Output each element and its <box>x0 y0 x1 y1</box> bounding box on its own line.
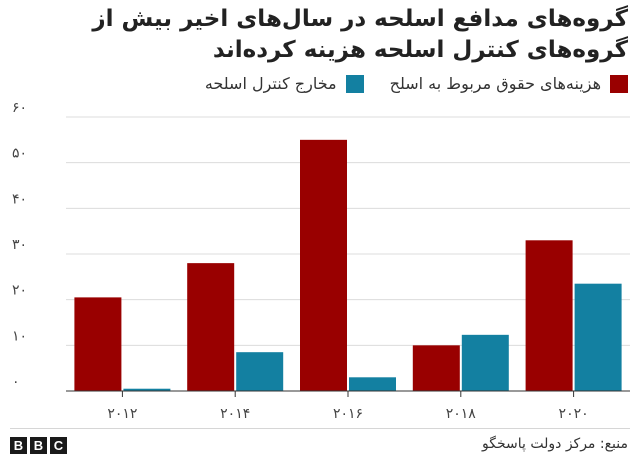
bar-gun-control <box>349 377 396 391</box>
bar-gun-control <box>574 283 622 391</box>
x-tick-label: ۲۰۱۶ <box>333 406 363 422</box>
bar-gun-rights <box>525 240 573 391</box>
y-tick-label: ۵۰ <box>12 146 27 162</box>
chart-legend: هزینه‌های حقوق مربوط به اسلح مخارج کنترل… <box>179 74 628 93</box>
bbc-logo: B B C <box>10 437 70 454</box>
y-tick-label: ۳۰ <box>12 237 27 253</box>
x-tick-label: ۲۰۱۲ <box>107 406 137 422</box>
y-tick-label: ۴۰ <box>12 191 27 207</box>
legend-label-gun-rights: هزینه‌های حقوق مربوط به اسلح <box>389 74 601 93</box>
bbc-logo-letter: C <box>50 437 67 454</box>
bbc-logo-letter: B <box>30 437 47 454</box>
y-tick-label: ۱۰ <box>12 328 27 344</box>
footer-divider <box>10 428 630 429</box>
x-tick-label: ۲۰۲۰ <box>559 406 589 422</box>
bar-gun-control <box>461 334 509 391</box>
legend-item-gun-control: مخارج کنترل اسلحه <box>205 74 364 93</box>
bar-gun-rights <box>187 263 235 391</box>
bar-chart: ۰ ۱۰ ۲۰ ۳۰ ۴۰ ۵۰ ۶۰ ۲۰۱۲ ۲۰۱۴ ۲۰۱۶ ۲۰۱۸ ۲۰۲۰ <box>12 100 630 422</box>
y-tick-label: ۰ <box>12 374 20 390</box>
y-tick-label: ۲۰ <box>12 283 27 299</box>
legend-item-gun-rights: هزینه‌های حقوق مربوط به اسلح <box>390 74 628 93</box>
x-tick-label: ۲۰۱۴ <box>220 406 250 422</box>
chart-title: گروه‌های مدافع اسلحه در سال‌های اخیر بیش… <box>92 6 628 63</box>
bar-gun-rights <box>74 297 122 391</box>
legend-swatch-gun-control <box>345 74 364 93</box>
source-note: منبع: مرکز دولت پاسخگو <box>482 436 628 452</box>
y-tick-label: ۶۰ <box>12 100 27 116</box>
bar-gun-rights <box>412 345 460 391</box>
bbc-logo-letter: B <box>10 437 27 454</box>
x-tick-label: ۲۰۱۸ <box>446 406 477 422</box>
legend-label-gun-control: مخارج کنترل اسلحه <box>204 74 337 93</box>
bar-gun-rights <box>300 139 347 391</box>
bar-gun-control <box>236 352 284 391</box>
bar-gun-control <box>123 388 171 391</box>
legend-swatch-gun-rights <box>610 74 628 93</box>
